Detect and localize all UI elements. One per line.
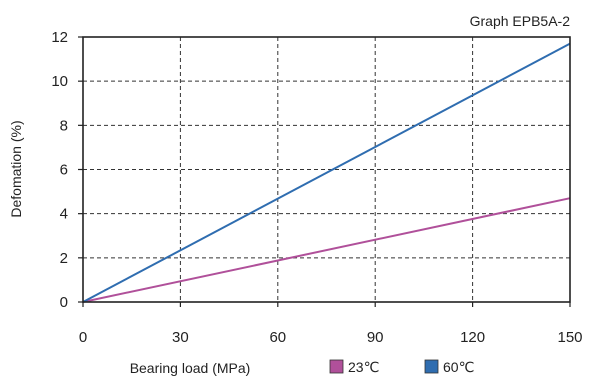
y-tick-label: 0 <box>60 294 68 311</box>
gridlines <box>83 37 570 302</box>
y-tick-label: 12 <box>51 29 68 46</box>
y-tick-label: 6 <box>60 162 68 179</box>
x-tick-label: 30 <box>172 329 189 346</box>
y-tick-label: 2 <box>60 250 68 267</box>
legend-swatch-1 <box>329 359 344 374</box>
tick-labels: 0 30 60 90 120 150 0 2 4 6 8 10 12 <box>51 29 582 346</box>
x-tick-label: 150 <box>557 329 582 346</box>
chart-title: Graph EPB5A-2 <box>470 13 571 29</box>
legend-label-2: 60℃ <box>443 359 474 375</box>
y-tick-label: 10 <box>51 73 68 90</box>
series-lines <box>82 42 571 303</box>
series-line-1 <box>82 197 571 303</box>
series-line-2 <box>82 42 571 303</box>
legend: 23℃ 60℃ <box>329 359 474 375</box>
y-tick-label: 4 <box>60 206 68 223</box>
legend-label-1: 23℃ <box>348 359 379 375</box>
x-axis-label: Bearing load (MPa) <box>130 360 251 376</box>
legend-swatch-2 <box>424 359 439 374</box>
x-tick-label: 120 <box>460 329 485 346</box>
y-axis-label: Defomation (%) <box>8 120 24 217</box>
x-tick-label: 90 <box>367 329 384 346</box>
x-tick-label: 0 <box>79 329 87 346</box>
x-tick-label: 60 <box>269 329 286 346</box>
y-tick-label: 8 <box>60 117 68 134</box>
